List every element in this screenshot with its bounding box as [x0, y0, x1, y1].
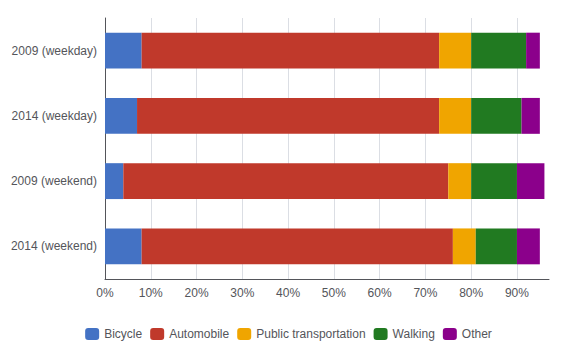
svg-text:10%: 10% [139, 286, 163, 300]
svg-text:90%: 90% [505, 286, 529, 300]
svg-text:40%: 40% [276, 286, 300, 300]
svg-text:2009 (weekend): 2009 (weekend) [11, 174, 97, 188]
svg-text:Public transportation: Public transportation [256, 327, 365, 341]
svg-text:Walking: Walking [393, 327, 435, 341]
svg-text:0%: 0% [96, 286, 114, 300]
svg-text:60%: 60% [368, 286, 392, 300]
svg-text:30%: 30% [230, 286, 254, 300]
svg-text:2014 (weekend): 2014 (weekend) [11, 239, 97, 253]
svg-text:Bicycle: Bicycle [104, 327, 142, 341]
svg-text:2009 (weekday): 2009 (weekday) [12, 44, 97, 58]
svg-text:70%: 70% [413, 286, 437, 300]
svg-text:Automobile: Automobile [169, 327, 229, 341]
svg-text:80%: 80% [459, 286, 483, 300]
svg-text:Other: Other [462, 327, 492, 341]
svg-text:2014 (weekday): 2014 (weekday) [12, 109, 97, 123]
svg-text:20%: 20% [185, 286, 209, 300]
svg-text:50%: 50% [322, 286, 346, 300]
